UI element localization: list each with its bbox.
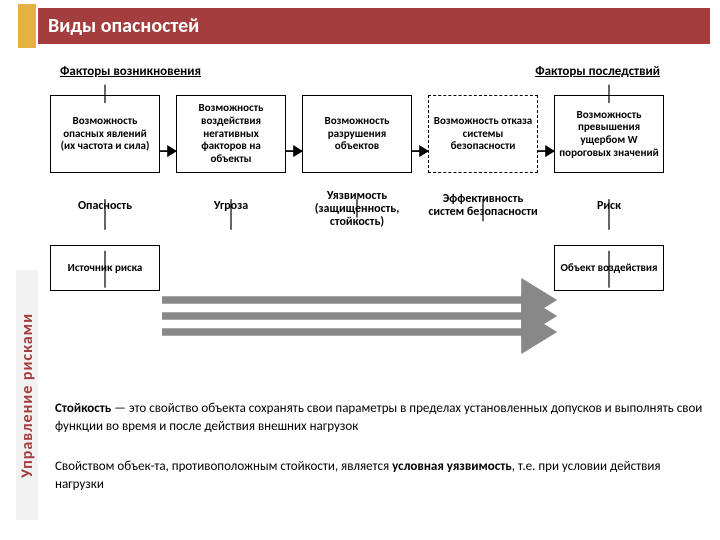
term-conditional-vulnerability: условная уязвимость [392,459,512,474]
sidebar-label-box: Управление рисками [16,270,38,520]
title-bar: Виды опасностей [38,8,710,44]
header-left: Факторы возникновения [60,64,260,79]
box-failure-possibility: Возможность отказа системы безопасности [428,95,538,173]
label-risk: Риск [554,200,664,213]
label-effectiveness: Эффективность систем безопасности [428,193,538,219]
paragraph-stability: Стойкость — это свойство объекта сохраня… [55,400,705,435]
box-exceed-possibility: Возможность превышения ущербом W порогов… [554,95,664,173]
page-title: Виды опасностей [48,14,199,38]
diagram-area: Факторы возникновения Факторы последстви… [50,60,710,380]
label-vulnerability: Уязвимость (защищенность, стойкость) [302,190,412,230]
sidebar-label: Управление рисками [18,313,37,478]
paragraph-vulnerability: Свойством объек-та, противоположным стой… [55,458,705,493]
text-vuln-pre: Свойством объек-та, противоположным стой… [55,459,392,474]
box-impact-possibility: Возможность воздействия негативных факто… [176,95,286,173]
box-impact-object: Объект воздействия [554,245,664,291]
label-danger: Опасность [50,200,160,213]
header-right: Факторы последствий [460,64,660,79]
title-accent [18,4,36,48]
text-stability-def: — это свойство объекта сохранять свои па… [55,401,702,434]
box-hazard-possibility: Возможность опасных явлений (их частота … [50,95,160,173]
box-risk-source: Источник риска [50,245,160,291]
label-threat: Угроза [176,200,286,213]
term-stability: Стойкость [55,401,111,416]
box-destruction-possibility: Возможность разрушения объектов [302,95,412,173]
